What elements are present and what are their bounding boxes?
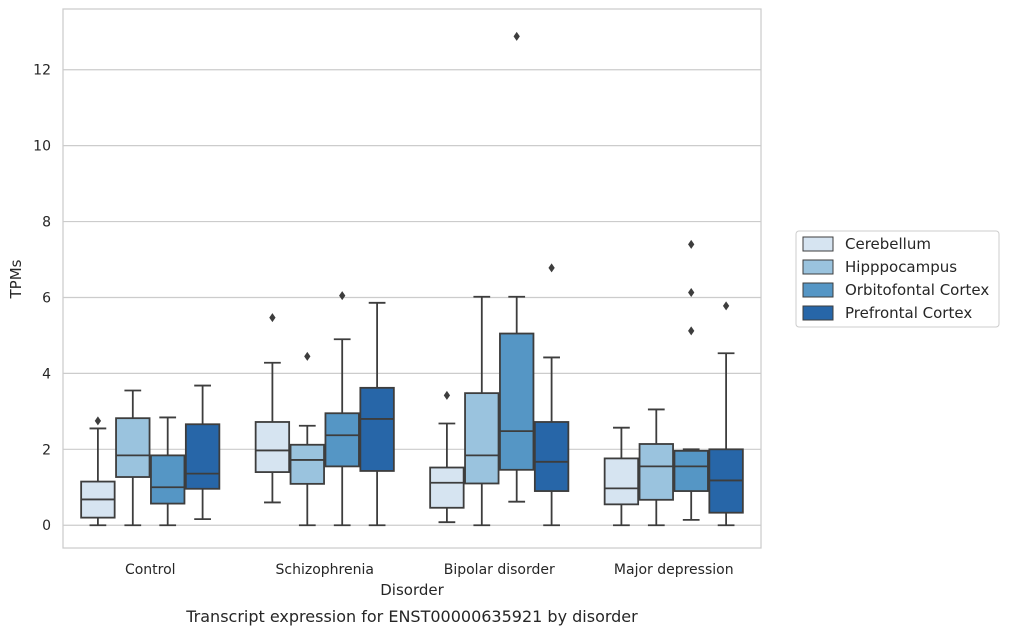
box xyxy=(464,392,500,485)
x-tick-labels: Control Schizophrenia Bipolar disorder Majo… xyxy=(125,562,734,578)
box-group xyxy=(499,31,535,503)
box-group xyxy=(429,390,465,524)
box-group xyxy=(533,263,570,527)
box-group xyxy=(464,295,500,527)
box-group xyxy=(638,408,674,527)
box xyxy=(324,412,360,468)
box-group xyxy=(184,384,221,521)
box xyxy=(499,332,535,471)
box-group xyxy=(80,416,116,527)
y-tick-label: 2 xyxy=(42,442,51,458)
outlier-point xyxy=(688,239,695,249)
box-group xyxy=(708,301,744,527)
y-tick-labels: 0 2 4 6 8 10 12 xyxy=(33,63,51,534)
outlier-point xyxy=(269,313,276,323)
box xyxy=(254,421,291,473)
box-groups xyxy=(80,31,744,527)
box-group xyxy=(115,389,151,527)
outlier-point xyxy=(548,263,555,273)
legend-label: Prefrontal Cortex xyxy=(845,304,972,322)
box xyxy=(115,417,151,478)
box-group xyxy=(289,351,325,527)
y-tick-label: 6 xyxy=(42,290,51,306)
legend-frame xyxy=(795,230,1000,328)
outlier-point xyxy=(94,416,102,426)
x-tick-label: Bipolar disorder xyxy=(444,562,555,578)
outlier-point xyxy=(339,291,346,301)
box-group xyxy=(254,313,291,504)
y-tick-label: 8 xyxy=(42,215,51,231)
outlier-point xyxy=(513,31,520,41)
box xyxy=(638,443,674,501)
box xyxy=(603,457,640,506)
x-tick-label: Schizophrenia xyxy=(276,562,374,578)
legend-swatch xyxy=(802,236,834,252)
legend-swatch xyxy=(802,282,834,298)
box xyxy=(184,423,221,490)
x-axis-label: Disorder xyxy=(380,581,444,599)
y-tick-label: 0 xyxy=(42,518,51,534)
box xyxy=(429,466,465,509)
outlier-point xyxy=(688,288,695,298)
outlier-point xyxy=(443,390,451,400)
legend-label: Hipppocampus xyxy=(845,258,957,276)
legend-label: Cerebellum xyxy=(845,235,931,253)
legend-swatch xyxy=(802,259,834,275)
box xyxy=(289,443,325,485)
box xyxy=(150,454,186,505)
box xyxy=(673,449,709,492)
x-tick-label: Control xyxy=(125,562,176,578)
box xyxy=(359,386,395,472)
y-tick-label: 10 xyxy=(33,139,51,155)
box-group xyxy=(150,416,186,527)
y-tick-label: 12 xyxy=(33,63,51,79)
chart-caption: Transcript expression for ENST0000063592… xyxy=(185,607,638,626)
box-group xyxy=(324,291,360,527)
legend-label: Orbitofontal Cortex xyxy=(845,281,989,299)
grid-lines xyxy=(63,69,761,526)
box-group xyxy=(673,239,709,521)
box-group xyxy=(359,301,395,527)
box-group xyxy=(603,426,640,527)
outlier-point xyxy=(304,351,311,361)
legend-swatch xyxy=(802,305,834,321)
plot-frame xyxy=(62,8,762,549)
outlier-point xyxy=(688,326,695,336)
y-axis-label: TPMs xyxy=(7,259,25,299)
outlier-point xyxy=(722,301,730,311)
y-tick-label: 4 xyxy=(42,366,51,382)
legend: Cerebellum Hipppocampus Orbitofontal Corte… xyxy=(795,230,1000,328)
box xyxy=(533,421,570,492)
x-tick-label: Major depression xyxy=(614,562,734,578)
